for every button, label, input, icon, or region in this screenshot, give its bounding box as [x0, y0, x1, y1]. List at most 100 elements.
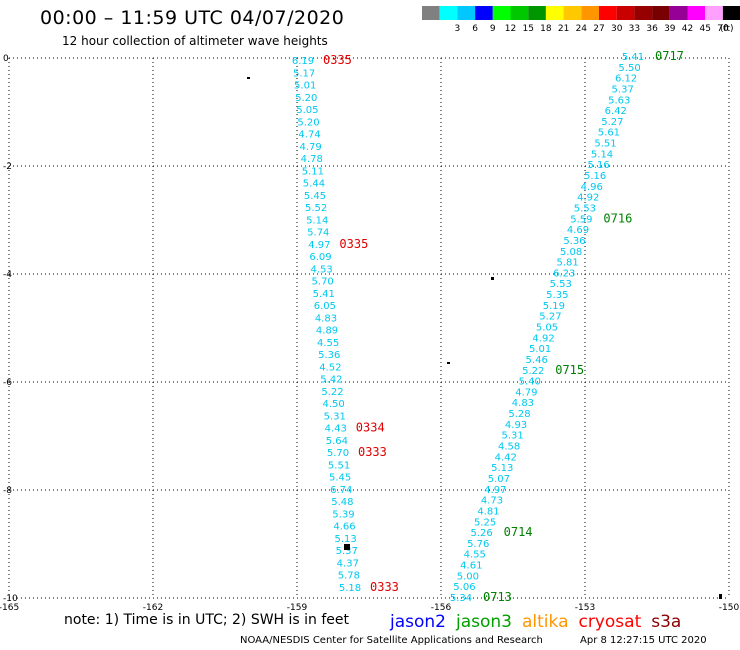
island-marker	[247, 77, 250, 79]
wave-height-value: 5.17	[293, 68, 315, 79]
legend-swatch	[599, 6, 617, 20]
pass-time-label: 0717	[655, 49, 684, 63]
wave-height-value: 5.40	[519, 377, 541, 388]
legend-label: 21	[558, 24, 569, 34]
y-tick-label: -6	[3, 378, 12, 388]
legend-swatch	[457, 6, 476, 20]
wave-height-value: 4.69	[567, 225, 589, 236]
map-title: 00:00 – 11:59 UTC 04/07/2020	[40, 7, 345, 29]
legend-label: 6	[472, 24, 478, 34]
legend-swatch	[528, 6, 546, 20]
x-tick-label: -150	[719, 603, 740, 613]
legend-label: 24	[576, 24, 588, 34]
wave-height-value: 5.28	[508, 409, 530, 420]
wave-height-value: 5.63	[608, 95, 630, 106]
legend-swatch	[422, 6, 440, 20]
y-tick-label: -10	[3, 594, 18, 604]
legend-swatch	[510, 6, 529, 20]
legend-swatch	[492, 6, 511, 20]
altimeter-tracks: 6.195.175.015.205.055.204.744.794.785.11…	[292, 49, 684, 604]
wave-height-value: 4.97	[484, 485, 506, 496]
wave-height-value: 5.26	[471, 528, 493, 539]
wave-height-value: 4.42	[495, 452, 517, 463]
wave-height-value: 5.37	[336, 546, 358, 557]
legend-swatch	[705, 6, 723, 20]
satellite-name: s3a	[651, 612, 682, 632]
color-scale-legend: 3 6 9 12 15 18 21 24 27 30 33 36 39 42 45 70(ft)	[422, 6, 740, 34]
legend-swatch	[669, 6, 688, 20]
wave-height-value: 5.18	[339, 583, 361, 594]
wave-height-value: 5.78	[338, 571, 360, 582]
wave-height-value: 5.11	[302, 166, 324, 177]
wave-height-value: 5.46	[526, 355, 548, 366]
wave-height-value: 6.12	[615, 74, 637, 85]
wave-height-value: 5.64	[326, 436, 348, 447]
legend-swatch	[687, 6, 706, 20]
legend-swatch	[545, 6, 564, 20]
satellite-legend: jason2 jason3 altika cryosat s3a	[390, 612, 691, 632]
island-marker	[491, 277, 494, 280]
footer-note: note: 1) Time is in UTC; 2) SWH is in fe…	[64, 612, 350, 628]
wave-height-value: 5.00	[457, 571, 479, 582]
wave-height-value: 5.50	[618, 63, 640, 74]
wave-height-value: 4.78	[301, 154, 323, 165]
wave-height-value: 5.05	[536, 323, 558, 334]
wave-height-value: 5.13	[334, 534, 356, 545]
wave-height-value: 5.51	[594, 139, 616, 150]
credit-line: NOAA/NESDIS Center for Satellite Applica…	[240, 635, 543, 646]
wave-height-value: 4.53	[310, 264, 332, 275]
legend-label: 45	[699, 24, 710, 34]
legend-label: 18	[540, 24, 552, 34]
y-tick-label: -8	[3, 486, 12, 496]
wave-height-value: 5.34	[450, 593, 472, 604]
wave-height-value: 4.52	[319, 362, 341, 373]
wave-height-value: 4.66	[333, 522, 355, 533]
wave-height-value: 5.27	[539, 312, 561, 323]
wave-height-value: 5.52	[305, 203, 327, 214]
wave-height-value: 4.83	[512, 398, 534, 409]
wave-height-value: 4.89	[316, 326, 338, 337]
y-tick-label: 0	[3, 54, 9, 64]
map-subtitle: 12 hour collection of altimeter wave hei…	[62, 34, 328, 48]
satellite-name: jason3	[456, 612, 512, 632]
wave-height-value: 4.81	[477, 506, 499, 517]
wave-height-value: 6.09	[309, 252, 331, 263]
pass-time-label: 0335	[323, 53, 352, 67]
wave-height-value: 4.97	[308, 240, 330, 251]
wave-height-value: 4.93	[505, 420, 527, 431]
wave-height-value: 4.92	[577, 193, 599, 204]
wave-height-value: 5.01	[529, 344, 551, 355]
island-marker	[447, 362, 450, 364]
wave-height-value: 6.19	[292, 56, 314, 67]
wave-height-value: 5.19	[543, 301, 565, 312]
wave-height-value: 5.45	[304, 191, 326, 202]
wave-height-value: 6.74	[330, 485, 352, 496]
wave-height-value: 5.06	[453, 582, 475, 593]
wave-height-value: 4.73	[481, 496, 503, 507]
pass-time-label: 0335	[339, 237, 368, 251]
satellite-name: jason2	[390, 612, 446, 632]
wave-height-value: 5.51	[328, 460, 350, 471]
pass-time-label: 0333	[370, 580, 399, 594]
wave-height-value: 5.41	[622, 52, 644, 63]
wave-height-value: 5.76	[467, 539, 489, 550]
island-markers	[247, 77, 722, 599]
x-tick-label: -162	[143, 603, 163, 613]
pass-time-label: 0716	[603, 211, 632, 225]
wave-height-value: 5.27	[601, 117, 623, 128]
legend-label: 36	[646, 24, 658, 34]
legend-label: 15	[522, 24, 533, 34]
legend-label: 27	[593, 24, 604, 34]
wave-height-value: 5.45	[329, 473, 351, 484]
wave-height-value: 4.83	[315, 313, 337, 324]
wave-height-value: 5.70	[327, 448, 349, 459]
lat-lon-grid	[8, 57, 730, 599]
legend-swatch	[652, 6, 670, 20]
legend-swatch	[581, 6, 599, 20]
legend-label: 42	[682, 24, 693, 34]
wave-height-value: 5.16	[584, 171, 606, 182]
legend-swatch	[475, 6, 493, 20]
legend-label: 30	[611, 24, 623, 34]
legend-label: 33	[629, 24, 640, 34]
